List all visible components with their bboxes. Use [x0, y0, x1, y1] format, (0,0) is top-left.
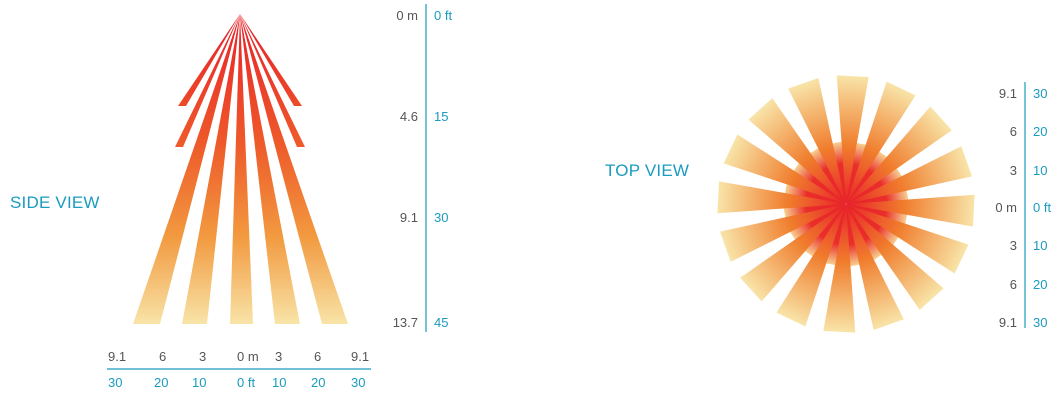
top-v-meter-label: 9.1: [998, 86, 1017, 101]
side-view-beams: [133, 14, 348, 324]
top-outer-ray: [823, 204, 856, 333]
top-outer-ray: [788, 78, 846, 204]
side-h-meter-label: 3: [199, 349, 207, 364]
side-v-feet-label: 0 ft: [434, 8, 453, 23]
top-outer-ray: [846, 204, 904, 330]
side-h-feet-label: 10: [272, 375, 287, 390]
side-h-meter-label: 6: [159, 349, 167, 364]
top-v-meter-label: 3: [1009, 238, 1017, 253]
side-h-feet-label: 0 ft: [237, 375, 256, 390]
top-v-feet-label: 20: [1033, 124, 1048, 139]
top-inner-wedge: [787, 159, 846, 204]
top-outer-ray: [720, 204, 846, 262]
side-h-feet-label: 10: [192, 375, 207, 390]
top-outer-ray: [748, 98, 846, 204]
side-beam-short-left: [178, 14, 240, 106]
side-beam-left-1: [240, 14, 300, 324]
top-view-title: TOP VIEW: [605, 161, 690, 180]
top-outer-ray: [846, 204, 944, 310]
top-outer-ray: [836, 75, 869, 204]
side-h-meter-label: 9.1: [351, 349, 370, 364]
side-beam-mid-right: [240, 14, 305, 147]
top-outer-ray: [740, 204, 846, 302]
side-v-feet-label: 45: [434, 315, 449, 330]
top-inner-wedge: [846, 204, 905, 249]
side-h-meter-label: 3: [275, 349, 283, 364]
top-view-rose: [717, 75, 975, 333]
top-v-feet-label: 20: [1033, 277, 1048, 292]
side-beam-outer-left: [133, 14, 240, 324]
top-outer-ray: [846, 146, 972, 204]
top-v-meter-label: 6: [1009, 124, 1017, 139]
top-v-feet-label: 30: [1033, 315, 1048, 330]
side-h-meter-label: 6: [314, 349, 322, 364]
side-v-meter-label: 13.7: [392, 315, 418, 330]
side-h-feet-label: 30: [351, 375, 366, 390]
side-h-meter-label: 0 m: [237, 349, 259, 364]
side-beam-short-right: [240, 14, 302, 106]
top-v-meter-label: 3: [1009, 163, 1017, 178]
side-beam-left-2: [230, 14, 253, 324]
side-v-meter-label: 0 m: [396, 8, 418, 23]
top-v-feet-label: 10: [1033, 238, 1048, 253]
top-v-feet-label: 30: [1033, 86, 1048, 101]
side-v-meter-label: 9.1: [399, 210, 418, 225]
top-v-meter-label: 6: [1009, 277, 1017, 292]
side-h-feet-label: 20: [311, 375, 326, 390]
side-beam-mid-left: [175, 14, 240, 147]
top-v-feet-label: 0 ft: [1033, 200, 1052, 215]
side-h-meter-label: 9.1: [108, 349, 127, 364]
side-h-feet-label: 30: [108, 375, 123, 390]
side-h-feet-label: 20: [154, 375, 169, 390]
top-v-meter-label: 9.1: [998, 315, 1017, 330]
side-v-feet-label: 15: [434, 109, 449, 124]
top-outer-ray: [846, 81, 916, 204]
side-beam-outer-right: [240, 14, 348, 324]
top-outer-ray: [776, 204, 846, 327]
top-v-meter-label: 0 m: [995, 200, 1017, 215]
top-outer-ray: [846, 106, 952, 204]
top-outer-ray: [846, 204, 969, 274]
top-outer-ray: [723, 134, 846, 204]
top-outer-ray: [717, 181, 846, 214]
top-inner-wedge: [846, 145, 891, 204]
top-outer-ray: [846, 194, 975, 227]
top-v-feet-label: 10: [1033, 163, 1048, 178]
top-inner-wedge: [801, 204, 846, 263]
side-view-title: SIDE VIEW: [10, 193, 100, 212]
side-v-meter-label: 4.6: [399, 109, 418, 124]
side-beam-left-3: [182, 14, 240, 324]
side-v-feet-label: 30: [434, 210, 449, 225]
